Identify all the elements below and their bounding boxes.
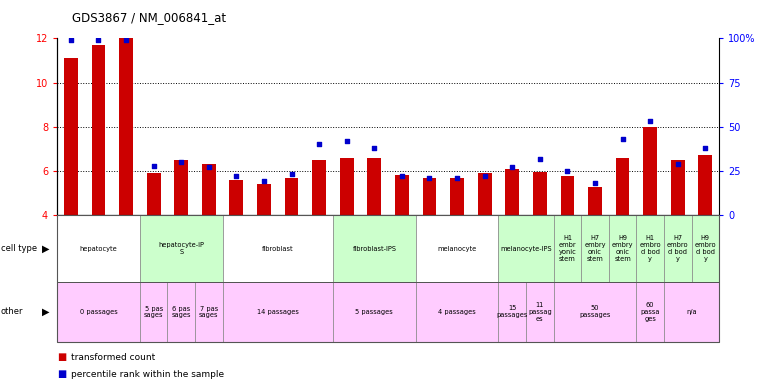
Point [231, 173, 243, 179]
Bar [147, 173, 161, 215]
Bar [230, 180, 244, 215]
Text: melanocyte: melanocyte [438, 246, 476, 252]
Bar [505, 169, 519, 215]
Text: H7
embro
d bod
y: H7 embro d bod y [667, 235, 689, 262]
Point [120, 37, 132, 43]
Text: 0 passages: 0 passages [80, 309, 117, 315]
Bar [368, 158, 381, 215]
Bar [451, 177, 464, 215]
Text: H1
embro
d bod
y: H1 embro d bod y [639, 235, 661, 262]
Point [506, 164, 518, 170]
Text: n/a: n/a [686, 309, 697, 315]
Point [699, 145, 712, 151]
Point [423, 175, 435, 181]
Text: 50
passages: 50 passages [579, 306, 610, 318]
Text: transformed count: transformed count [71, 353, 155, 362]
Point [562, 168, 574, 174]
Text: ▶: ▶ [42, 307, 49, 317]
Text: 4 passages: 4 passages [438, 309, 476, 315]
Point [258, 179, 270, 185]
Text: other: other [1, 308, 24, 316]
Point [175, 159, 187, 165]
Point [285, 171, 298, 177]
Text: H1
embr
yonic
stem: H1 embr yonic stem [559, 235, 576, 262]
Text: 7 pas
sages: 7 pas sages [199, 306, 218, 318]
Text: H7
embry
onic
stem: H7 embry onic stem [584, 235, 606, 262]
Point [672, 161, 684, 167]
Bar [174, 160, 188, 215]
Text: ▶: ▶ [42, 243, 49, 254]
Text: hepatocyte: hepatocyte [80, 246, 117, 252]
Point [451, 175, 463, 181]
Point [616, 136, 629, 142]
Bar [422, 177, 436, 215]
Bar [533, 172, 546, 215]
Bar [91, 45, 105, 215]
Bar [561, 176, 575, 215]
Text: melanocyte-IPS: melanocyte-IPS [500, 246, 552, 252]
Point [396, 173, 408, 179]
Point [148, 162, 160, 169]
Bar [395, 175, 409, 215]
Text: fibroblast: fibroblast [262, 246, 294, 252]
Bar [478, 173, 492, 215]
Text: H9
embro
d bod
y: H9 embro d bod y [695, 235, 716, 262]
Text: 6 pas
sages: 6 pas sages [171, 306, 191, 318]
Text: hepatocyte-iP
S: hepatocyte-iP S [158, 242, 204, 255]
Point [589, 180, 601, 186]
Text: cell type: cell type [1, 244, 37, 253]
Point [341, 138, 353, 144]
Text: percentile rank within the sample: percentile rank within the sample [71, 370, 224, 379]
Bar [588, 187, 602, 215]
Bar [257, 184, 271, 215]
Point [65, 37, 77, 43]
Bar [285, 177, 298, 215]
Bar [64, 58, 78, 215]
Bar [671, 160, 685, 215]
Text: ■: ■ [57, 352, 66, 362]
Bar [699, 156, 712, 215]
Text: 5 passages: 5 passages [355, 309, 393, 315]
Text: 14 passages: 14 passages [256, 309, 299, 315]
Point [313, 141, 325, 147]
Bar [119, 38, 133, 215]
Bar [340, 158, 354, 215]
Text: 60
passa
ges: 60 passa ges [641, 302, 660, 322]
Bar [312, 160, 326, 215]
Point [644, 118, 656, 124]
Point [368, 145, 380, 151]
Text: GDS3867 / NM_006841_at: GDS3867 / NM_006841_at [72, 12, 227, 25]
Text: H9
embry
onic
stem: H9 embry onic stem [612, 235, 633, 262]
Bar [616, 158, 629, 215]
Point [533, 156, 546, 162]
Point [92, 37, 104, 43]
Text: 15
passages: 15 passages [497, 306, 528, 318]
Text: 11
passag
es: 11 passag es [528, 302, 552, 322]
Bar [643, 127, 657, 215]
Text: 5 pas
sages: 5 pas sages [144, 306, 164, 318]
Text: fibroblast-IPS: fibroblast-IPS [352, 246, 396, 252]
Bar [202, 164, 215, 215]
Text: ■: ■ [57, 369, 66, 379]
Point [202, 164, 215, 170]
Point [479, 173, 491, 179]
